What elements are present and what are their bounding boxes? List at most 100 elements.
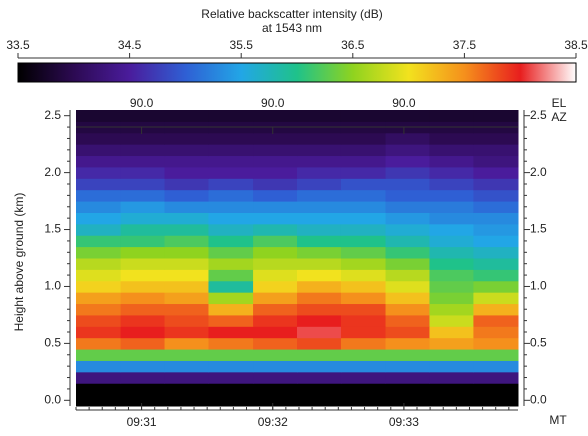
- heatmap-cell: [340, 394, 387, 407]
- heatmap-cell: [297, 201, 342, 213]
- heatmap-cell: [120, 349, 166, 361]
- heatmap-cell: [164, 201, 209, 213]
- heatmap-cell: [76, 110, 122, 122]
- heatmap-cell: [120, 132, 166, 145]
- heatmap-cell: [385, 383, 430, 396]
- heatmap-cell: [297, 166, 342, 179]
- heatmap-cell: [120, 337, 166, 350]
- heatmap-cell: [340, 314, 387, 327]
- heatmap-cell: [76, 155, 122, 168]
- heatmap-cell: [76, 303, 122, 316]
- heatmap-cell: [429, 360, 474, 373]
- heatmap-cell: [429, 383, 474, 396]
- heatmap-cell: [164, 189, 209, 202]
- heatmap-cell: [253, 201, 298, 213]
- heatmap-cell: [253, 371, 298, 384]
- heatmap-cell: [164, 292, 209, 305]
- heatmap-cell: [253, 394, 298, 407]
- heatmap-cell: [76, 394, 122, 407]
- heatmap-cell: [297, 269, 342, 282]
- heatmap-cell: [340, 246, 387, 259]
- heatmap-cell: [385, 314, 430, 327]
- heatmap-cell: [164, 166, 209, 179]
- heatmap-cell: [340, 360, 387, 373]
- heatmap-cell: [120, 212, 166, 225]
- heatmap-cell: [473, 155, 519, 168]
- heatmap-cell: [253, 246, 298, 259]
- y-tick-label-right: 2.5: [530, 108, 547, 122]
- y-tick-label-right: 1.5: [530, 222, 547, 236]
- heatmap-cell: [208, 144, 254, 157]
- heatmap-cell: [429, 326, 474, 339]
- heatmap-cell: [473, 235, 519, 248]
- heatmap-cell: [429, 258, 474, 270]
- heatmap-cell: [473, 349, 519, 361]
- heatmap-cell: [429, 394, 474, 407]
- heatmap-cell: [164, 246, 209, 259]
- heatmap-cell: [340, 132, 387, 145]
- heatmap-cell: [76, 178, 122, 191]
- top-tick-label: 90.0: [261, 96, 285, 110]
- heatmap-cell: [208, 337, 254, 350]
- heatmap-cell: [385, 144, 430, 157]
- heatmap-cell: [340, 383, 387, 396]
- heatmap-cell: [76, 166, 122, 179]
- heatmap-cell: [340, 212, 387, 225]
- heatmap-cell: [297, 223, 342, 236]
- heatmap-cell: [385, 326, 430, 339]
- heatmap-cell: [120, 178, 166, 191]
- heatmap-cell: [253, 326, 298, 339]
- heatmap-cell: [76, 326, 122, 339]
- heatmap-cell: [297, 155, 342, 168]
- heatmap-cell: [120, 360, 166, 373]
- heatmap-cell: [253, 178, 298, 191]
- heatmap-cell: [164, 280, 209, 293]
- heatmap-cell: [120, 189, 166, 202]
- heatmap-cell: [340, 155, 387, 168]
- heatmap-cell: [429, 303, 474, 316]
- top-tick-label: 90.0: [392, 96, 416, 110]
- heatmap-cell: [297, 235, 342, 248]
- heatmap-cell: [429, 144, 474, 157]
- heatmap-cell: [253, 337, 298, 350]
- heatmap-cell: [473, 110, 519, 122]
- y-tick-label: 1.5: [44, 222, 61, 236]
- heatmap-cell: [297, 292, 342, 305]
- heatmap-cell: [208, 394, 254, 407]
- heatmap-cell: [385, 110, 430, 122]
- heatmap-cell: [76, 360, 122, 373]
- heatmap-cell: [164, 258, 209, 270]
- heatmap-cell: [208, 314, 254, 327]
- heatmap-cell: [340, 269, 387, 282]
- heatmap-cell: [385, 166, 430, 179]
- heatmap-cell: [340, 166, 387, 179]
- colorbar: [17, 62, 577, 83]
- y-tick-label-right: 0.5: [530, 336, 547, 350]
- heatmap-cell: [208, 212, 254, 225]
- heatmap-cell: [340, 144, 387, 157]
- y-tick-label-right: 0.0: [530, 392, 547, 406]
- heatmap-cell: [473, 223, 519, 236]
- heatmap-cell: [385, 246, 430, 259]
- heatmap-cell: [297, 189, 342, 202]
- heatmap-cell: [208, 326, 254, 339]
- heatmap-cell: [253, 360, 298, 373]
- heatmap-cell: [473, 280, 519, 293]
- heatmap-cell: [340, 178, 387, 191]
- heatmap-cell: [473, 394, 519, 407]
- heatmap-cell: [385, 360, 430, 373]
- heatmap-cell: [164, 132, 209, 145]
- heatmap-cell: [473, 269, 519, 282]
- heatmap-cell: [297, 246, 342, 259]
- heatmap-cell: [76, 212, 122, 225]
- heatmap-cell: [473, 326, 519, 339]
- heatmap-cell: [164, 155, 209, 168]
- heatmap-cell: [208, 349, 254, 361]
- heatmap-cell: [253, 349, 298, 361]
- heatmap-cell: [297, 371, 342, 384]
- heatmap-cell: [164, 178, 209, 191]
- colorbar-tick-label: 34.5: [118, 38, 142, 52]
- heatmap-cell: [253, 189, 298, 202]
- heatmap-cell: [76, 371, 122, 384]
- heatmap-cell: [340, 235, 387, 248]
